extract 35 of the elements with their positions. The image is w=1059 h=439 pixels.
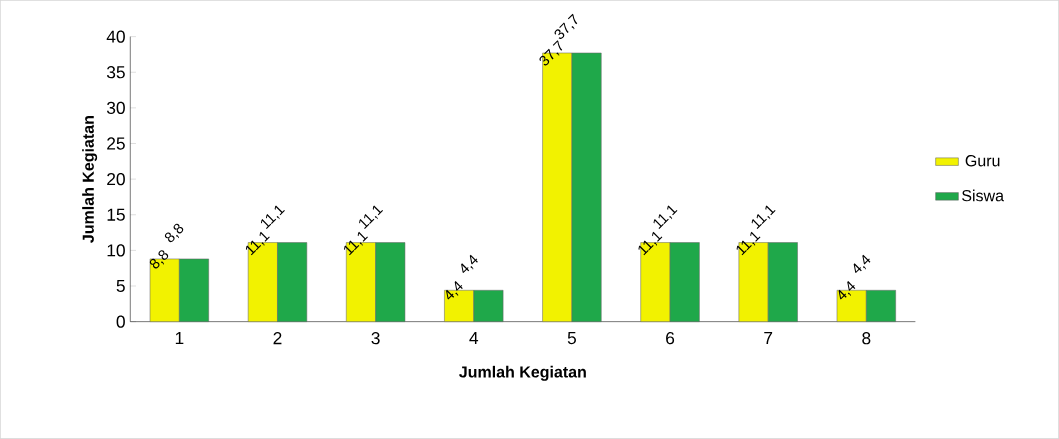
x-tick-label: 7 bbox=[764, 332, 773, 344]
y-tick-label: 30 bbox=[106, 101, 125, 115]
data-label: 11,1 bbox=[260, 205, 285, 229]
y-tick-label: 0 bbox=[116, 315, 125, 328]
x-tick-label: 2 bbox=[273, 332, 282, 345]
data-label: 11,1 bbox=[638, 231, 663, 256]
y-tick-label: 35 bbox=[106, 66, 125, 79]
x-tick-label: 4 bbox=[469, 332, 479, 344]
x-axis-title: Jumlah Kegiatan bbox=[459, 365, 586, 381]
data-label: 11,1 bbox=[344, 231, 368, 256]
data-label: 8,8 bbox=[164, 223, 184, 243]
legend-label: Siswa bbox=[962, 189, 1004, 202]
x-tick-label: 5 bbox=[567, 332, 576, 345]
y-tick-label: 40 bbox=[106, 30, 125, 43]
x-tick-label: 1 bbox=[175, 332, 184, 344]
data-label: 4,4 bbox=[853, 254, 871, 274]
data-label: 11,1 bbox=[736, 231, 761, 256]
data-label: 4,4 bbox=[461, 254, 478, 274]
y-tick-label: 10 bbox=[107, 244, 125, 257]
y-tick-label: 15 bbox=[107, 208, 125, 221]
y-tick-label: 25 bbox=[107, 137, 125, 150]
data-label: 8,8 bbox=[149, 250, 169, 269]
y-tick-label: 20 bbox=[107, 173, 125, 186]
data-label: 11,1 bbox=[359, 205, 384, 229]
data-label: 4,4 bbox=[838, 281, 856, 300]
y-axis-title: Jumlah Kegiatan bbox=[82, 116, 98, 243]
legend-label: Guru bbox=[965, 155, 1000, 167]
data-label: 11,1 bbox=[245, 231, 270, 256]
data-label: 4,4 bbox=[446, 281, 463, 300]
data-label: 11,1 bbox=[751, 205, 776, 229]
data-label: 11,1 bbox=[653, 205, 678, 229]
y-tick-label: 5 bbox=[116, 280, 125, 293]
x-tick-label: 6 bbox=[666, 332, 675, 345]
x-tick-label: 8 bbox=[862, 332, 871, 345]
x-tick-label: 3 bbox=[371, 332, 380, 345]
